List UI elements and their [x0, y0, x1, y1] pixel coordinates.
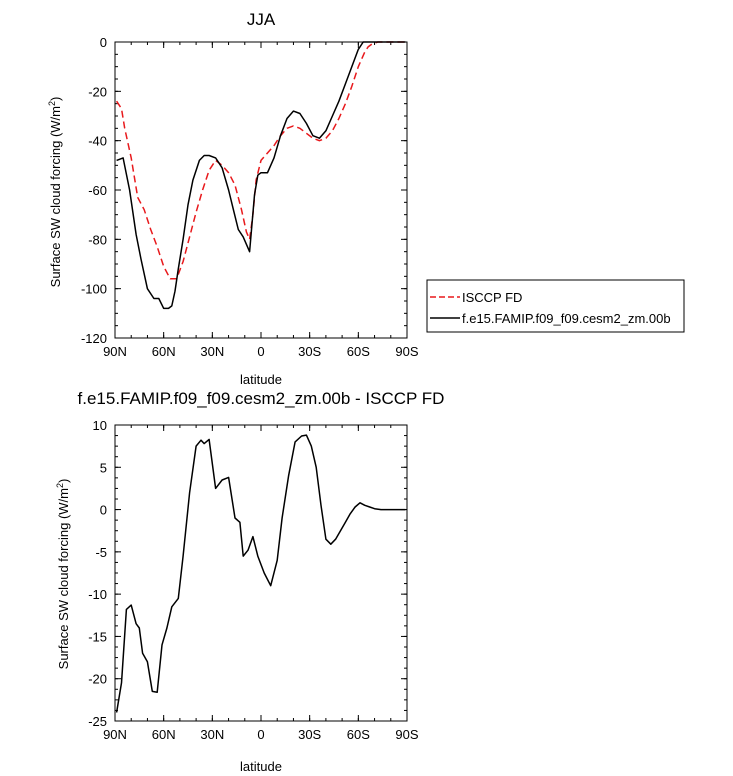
x-tick-label: 30S — [298, 344, 321, 359]
x-tick-label: 60S — [347, 344, 370, 359]
y-tick-label: -15 — [88, 629, 107, 644]
top-plot-area: 90N 60N 30N 0 30S 60S 90S 0 -20 -40 -60 -80 -100 -120 — [81, 35, 419, 359]
y-tick-label: -60 — [88, 183, 107, 198]
y-tick-label: -80 — [88, 232, 107, 247]
x-tick-label: 90S — [395, 344, 418, 359]
series-line-f-e15-famip-f09-f09-cesm2-zm-00b — [116, 41, 406, 310]
y-tick-label: 10 — [93, 418, 107, 433]
y-tick-label: -20 — [88, 84, 107, 99]
series-line-isccp-fd — [115, 41, 406, 280]
x-tick-label: 0 — [257, 727, 264, 742]
y-tick-label: 0 — [100, 503, 107, 518]
bottom-chart-title: f.e15.FAMIP.f09_f09.cesm2_zm.00b - ISCCP… — [78, 389, 445, 408]
x-tick-label: 60N — [152, 344, 176, 359]
x-tick-label: 90N — [103, 727, 127, 742]
x-tick-label: 30S — [298, 727, 321, 742]
legend-label-isccp: ISCCP FD — [462, 290, 522, 305]
plot-frame — [114, 41, 408, 339]
bottom-plot-area: 90N 60N 30N 0 30S 60S 90S 10 5 0 -5 -10 -15 -20 -25 — [88, 418, 419, 742]
legend: ISCCP FD f.e15.FAMIP.f09_f09.cesm2_zm.00… — [426, 279, 685, 333]
y-tick-label: -120 — [81, 331, 107, 346]
bottom-y-axis-label: Surface SW cloud forcing (W/m2) — [55, 479, 71, 670]
x-tick-label: 90N — [103, 344, 127, 359]
bottom-x-axis-label: latitude — [240, 759, 282, 774]
y-tick-label: 0 — [100, 35, 107, 50]
legend-label-model: f.e15.FAMIP.f09_f09.cesm2_zm.00b — [462, 311, 671, 326]
x-tick-label: 30N — [200, 344, 224, 359]
x-tick-label: 0 — [257, 344, 264, 359]
y-tick-label: -25 — [88, 714, 107, 729]
y-tick-label: -10 — [88, 587, 107, 602]
y-tick-label: -40 — [88, 134, 107, 149]
x-tick-label: 60S — [347, 727, 370, 742]
legend-box — [426, 279, 685, 333]
top-x-axis-label: latitude — [240, 372, 282, 387]
y-tick-label: -20 — [88, 672, 107, 687]
x-tick-label: 30N — [200, 727, 224, 742]
top-y-axis-label: Surface SW cloud forcing (W/m2) — [47, 97, 63, 288]
x-tick-label: 60N — [152, 727, 176, 742]
y-tick-label: -5 — [95, 545, 107, 560]
x-tick-label: 90S — [395, 727, 418, 742]
y-tick-label: -100 — [81, 282, 107, 297]
y-tick-label: 5 — [100, 460, 107, 475]
series-line-difference — [115, 434, 406, 713]
top-chart-title: JJA — [247, 10, 276, 29]
